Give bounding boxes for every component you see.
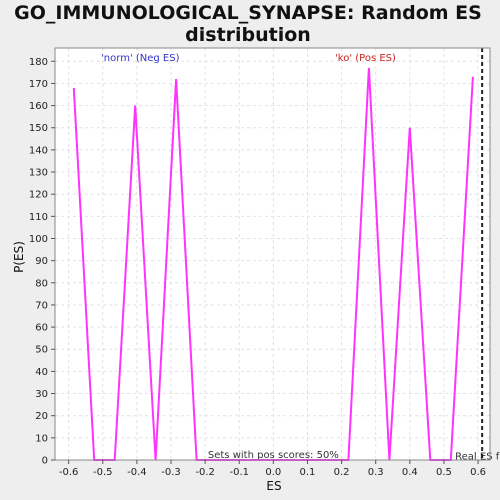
- x-tick-label: 0.0: [265, 467, 281, 478]
- sets-pos-scores-label: Sets with pos scores: 50%: [208, 450, 339, 461]
- x-tick-label: -0.6: [59, 467, 79, 478]
- y-tick-label: 150: [29, 123, 48, 134]
- y-tick-label: 0: [42, 456, 48, 467]
- real-es-label: Real ES f: [455, 452, 500, 463]
- x-axis: -0.6 -0.5 -0.4 -0.3 -0.2 -0.1 0.0 0.1 0.2 0.3 0.4 0…: [59, 460, 486, 478]
- x-tick-label: 0.2: [334, 467, 350, 478]
- x-tick-label: -0.1: [229, 467, 249, 478]
- x-tick-label: 0.5: [436, 467, 452, 478]
- x-tick-label: 0.1: [300, 467, 316, 478]
- y-tick-label: 10: [35, 433, 48, 444]
- x-tick-label: -0.3: [161, 467, 181, 478]
- plot-area: [55, 48, 490, 460]
- neg-es-label: 'norm' (Neg ES): [101, 53, 180, 64]
- y-tick-label: 40: [35, 367, 48, 378]
- y-tick-label: 130: [29, 168, 48, 179]
- y-tick-label: 30: [35, 389, 48, 400]
- x-tick-label: 0.6: [470, 467, 486, 478]
- y-tick-label: 140: [29, 145, 48, 156]
- x-tick-label: -0.4: [127, 467, 147, 478]
- y-tick-label: 70: [35, 300, 48, 311]
- y-axis: 0 10 20 30 40 50 60 70 80 90 100 110 120 130 140 150 160…: [29, 57, 55, 467]
- plot-border: [54, 47, 491, 461]
- y-tick-label: 90: [35, 256, 48, 267]
- y-tick-label: 80: [35, 278, 48, 289]
- x-tick-label: 0.4: [402, 467, 418, 478]
- chart-title: GO_IMMUNOLOGICAL_SYNAPSE: Random ES dist…: [14, 2, 482, 46]
- title-line-1: GO_IMMUNOLOGICAL_SYNAPSE: Random ES: [14, 2, 482, 24]
- annotations: 'norm' (Neg ES) 'ko' (Pos ES) Sets with …: [101, 48, 500, 463]
- x-tick-label: -0.2: [195, 467, 215, 478]
- x-tick-label: -0.5: [93, 467, 113, 478]
- pos-es-label: 'ko' (Pos ES): [335, 53, 396, 64]
- y-tick-label: 170: [29, 79, 48, 90]
- y-tick-label: 120: [29, 190, 48, 201]
- title-line-2: distribution: [185, 24, 311, 46]
- x-axis-label: ES: [266, 479, 281, 493]
- y-tick-label: 60: [35, 323, 48, 334]
- y-axis-label: P(ES): [12, 241, 26, 273]
- y-tick-label: 100: [29, 234, 48, 245]
- y-tick-label: 160: [29, 101, 48, 112]
- y-tick-label: 180: [29, 57, 48, 68]
- y-tick-label: 50: [35, 345, 48, 356]
- y-tick-label: 20: [35, 411, 48, 422]
- y-tick-label: 110: [29, 212, 48, 223]
- x-tick-label: 0.3: [368, 467, 384, 478]
